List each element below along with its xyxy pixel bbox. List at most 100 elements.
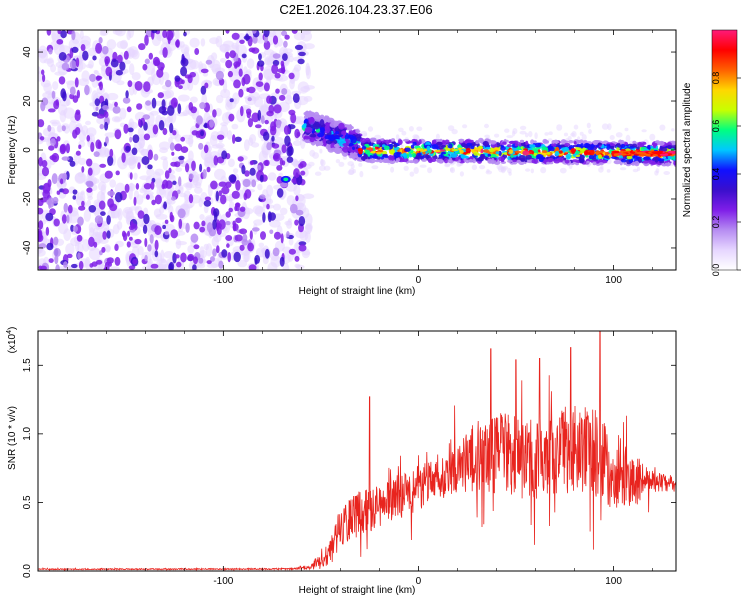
spectrogram-cell — [598, 154, 602, 159]
spectrogram-cell — [112, 224, 120, 235]
spectrogram-cell — [350, 155, 356, 159]
x-tick-label: 0 — [416, 576, 422, 587]
spectrogram-cell — [427, 157, 433, 164]
spectrogram-cell — [397, 139, 403, 145]
spectrogram-cell — [382, 159, 388, 163]
spectrogram-cell — [122, 206, 134, 219]
spectrogram-cell — [459, 171, 464, 177]
spectrogram-cell — [158, 141, 171, 150]
spectrogram-cell — [109, 179, 117, 188]
snr-panel: -100 0 100 0.0 0.5 1.0 1.5 Height of straight… — [6, 327, 677, 596]
spectrogram-cell — [114, 129, 122, 140]
spectrogram-cell — [88, 205, 97, 213]
spectrogram-cell — [63, 261, 68, 268]
spectrogram-cell — [257, 60, 265, 67]
spectrogram-cell — [145, 100, 152, 106]
spectrogram-cell — [80, 44, 86, 52]
spectrogram-cell — [413, 159, 419, 164]
spectrogram-cell — [466, 142, 473, 147]
snr-y-label: SNR (10 * v/v) — [7, 406, 18, 470]
spectrogram-cell — [38, 243, 47, 249]
spectrogram-cell — [654, 170, 659, 176]
spectrogram-cell — [503, 152, 508, 155]
spectrogram-cell — [393, 152, 401, 158]
spectrogram-cell — [645, 153, 651, 157]
spectrogram-cell — [580, 143, 584, 149]
spectrogram-cell — [74, 172, 87, 184]
spectrogram-cell — [162, 158, 169, 171]
spectrogram-cell — [242, 178, 251, 188]
spectrogram-cell — [235, 217, 242, 224]
spectrogram-cell — [213, 208, 220, 217]
spectrogram-cell — [227, 252, 231, 263]
spectrogram-cell — [431, 139, 437, 144]
spectrogram-cell — [168, 136, 173, 144]
spectrogram-cell — [48, 145, 55, 151]
spectrogram-cell — [102, 105, 109, 111]
snr-y-multiplier: (x104) — [6, 327, 18, 354]
spectrogram-cell — [279, 207, 288, 215]
spectrogram-cell — [541, 150, 548, 154]
spectrogram-cell — [492, 160, 497, 164]
spectrogram-cell — [185, 138, 194, 145]
spectrogram-cell — [390, 149, 395, 155]
spectrogram-cell — [170, 229, 178, 239]
spectrogram-cell — [383, 139, 391, 144]
spectrogram-cell — [205, 243, 213, 257]
spectrogram-heatmap — [38, 30, 676, 270]
spectrogram-cell — [352, 146, 355, 150]
spectrogram-cell — [564, 159, 570, 164]
spectrogram-cell — [309, 149, 316, 157]
spectrogram-cell — [40, 101, 46, 112]
spectrogram-cell — [657, 158, 665, 162]
spectrogram-cell — [298, 244, 307, 252]
snr-y-ticks: 0.0 0.5 1.0 1.5 — [22, 358, 676, 578]
spectrogram-cell — [155, 177, 163, 188]
spectrogram-cell — [294, 255, 300, 262]
spectrogram-cell — [123, 50, 129, 60]
spectrogram-cell — [243, 35, 251, 40]
spectrogram-cell — [216, 245, 220, 254]
spectrogram-cell — [78, 260, 84, 270]
spectrogram-cell — [309, 137, 315, 143]
spectrogram-cell — [249, 230, 253, 240]
spectrogram-cell — [338, 122, 345, 130]
spectrogram-cell — [45, 212, 54, 222]
spectrogram-cell — [592, 140, 599, 146]
spectrogram-cell — [199, 226, 206, 233]
spectrogram-cell — [47, 124, 52, 132]
spectrogram-cell — [100, 30, 109, 36]
spectrogram-cell — [210, 180, 218, 190]
spectrogram-cell — [204, 196, 211, 201]
spectrogram-cell — [516, 159, 522, 164]
spectrogram-cell — [462, 124, 468, 129]
spectrogram-cell — [398, 127, 404, 132]
spectrogram-cell — [247, 118, 253, 128]
spectrogram-cell — [286, 146, 293, 157]
spectrogram-cell — [225, 181, 232, 188]
spectrogram-cell — [563, 157, 567, 161]
spectrogram-cell — [272, 247, 280, 257]
spectrogram-cell — [251, 142, 260, 148]
spectrogram-cell — [571, 159, 579, 163]
spectrogram-cell — [526, 160, 533, 164]
spectrogram-cell — [664, 162, 671, 167]
spectrogram-cell — [38, 207, 44, 215]
spectrogram-cell — [147, 244, 152, 252]
spectrogram-cell — [247, 86, 256, 94]
spectrogram-cell — [49, 119, 60, 125]
spectrogram-cell — [634, 160, 640, 167]
spectrogram-cell — [166, 30, 174, 41]
spectrogram-cell — [155, 213, 168, 220]
spectrogram-cell — [257, 183, 263, 191]
spectrogram-cell — [216, 226, 222, 235]
spectrogram-cell — [162, 30, 168, 38]
spectrogram-cell — [480, 153, 486, 158]
spectrogram-cell — [215, 70, 224, 81]
spectrogram-cell — [181, 79, 185, 85]
spectrogram-cell — [141, 156, 150, 165]
spectrogram-cell — [254, 124, 262, 129]
spectrogram-cell — [124, 183, 130, 193]
spectrogram-cell — [181, 204, 193, 209]
spectrogram-cell — [153, 153, 159, 161]
